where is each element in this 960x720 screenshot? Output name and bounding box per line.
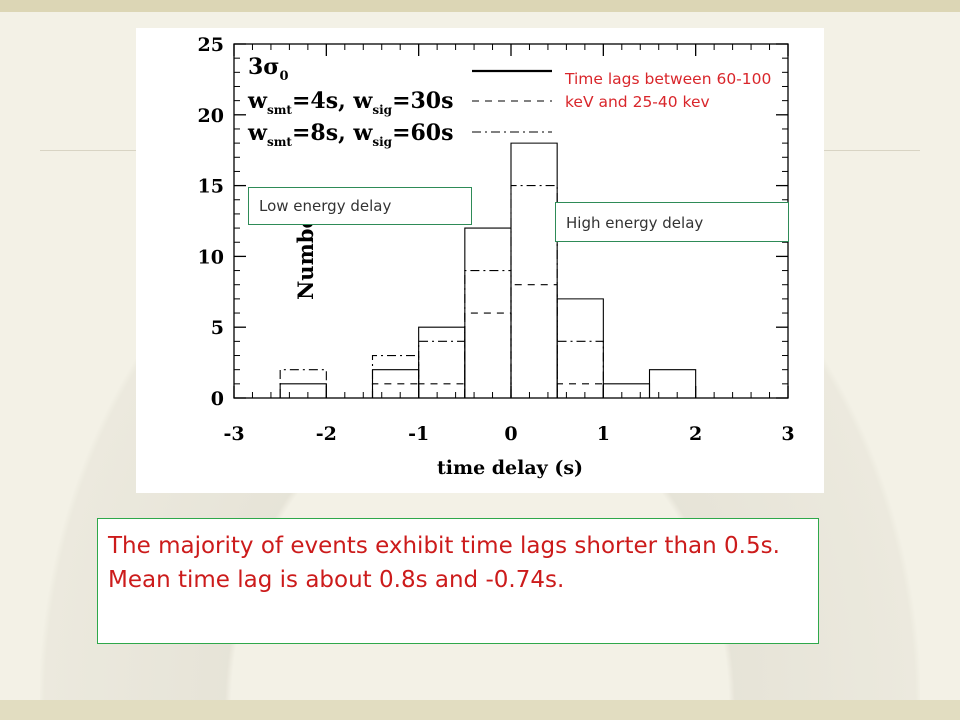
bottom-decor-band	[0, 700, 960, 720]
histogram-bar	[648, 369, 697, 398]
x-tick-label: -2	[316, 423, 337, 445]
legend-entry-2: wsmt=8s, wsig=60s	[247, 120, 454, 149]
series-3	[279, 185, 604, 398]
histogram-bar	[556, 340, 604, 398]
series-1	[279, 142, 697, 398]
x-tick-label: 1	[597, 423, 610, 445]
histogram-bar	[464, 270, 512, 398]
top-decor-band	[0, 0, 960, 12]
x-tick-label: 0	[504, 423, 517, 445]
histogram-bar	[371, 354, 420, 398]
histogram-bar	[279, 369, 327, 398]
histogram-bar	[556, 298, 604, 398]
x-tick-label: -1	[408, 423, 429, 445]
histogram-bar	[510, 185, 558, 398]
histogram-bar	[371, 383, 420, 398]
y-tick-label: 0	[211, 388, 224, 410]
histogram-bar	[418, 326, 466, 398]
low-energy-delay-callout: Low energy delay	[248, 187, 472, 225]
histogram-bar	[464, 312, 512, 398]
legend-entry-1: wsmt=4s, wsig=30s	[247, 88, 454, 117]
summary-text-box: The majority of events exhibit time lags…	[97, 518, 819, 644]
histogram-bar	[556, 383, 604, 398]
histogram-bar	[418, 340, 466, 398]
high-energy-delay-callout: High energy delay	[555, 202, 789, 242]
time-lags-note: Time lags between 60-100 keV and 25-40 k…	[565, 70, 772, 111]
chart-panel: 0 5 10 15 20 25 -3 -2 -1 0 1 2 3 3σ0 wsmt=4s, wsig=30…	[136, 28, 824, 493]
legend-header: 3σ0	[248, 54, 289, 84]
histogram-bar	[510, 142, 558, 398]
y-tick-label: 10	[198, 246, 224, 268]
histogram-bar	[510, 284, 558, 398]
series-2	[371, 284, 604, 398]
histogram-bar	[602, 383, 651, 398]
histogram-bar	[279, 383, 327, 398]
x-tick-label: 3	[781, 423, 794, 445]
y-tick-label: 15	[198, 176, 224, 198]
x-axis-label: time delay (s)	[437, 457, 583, 479]
histogram-bar	[418, 383, 466, 398]
y-tick-label: 25	[198, 34, 224, 56]
y-tick-label: 5	[211, 317, 224, 339]
x-tick-label: -3	[223, 423, 244, 445]
y-tick-label: 20	[198, 105, 224, 127]
x-tick-label: 2	[689, 423, 702, 445]
